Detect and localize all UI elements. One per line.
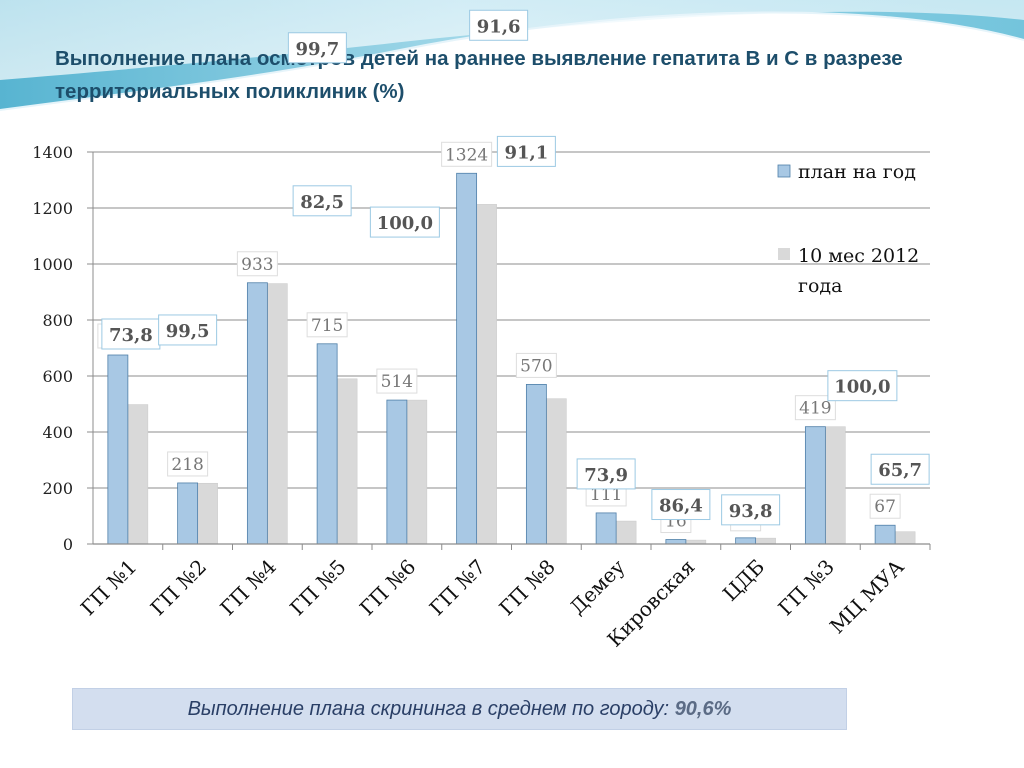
legend-label-fact: 10 мес 2012 года [798,245,919,297]
y-tick-label: 600 [42,367,73,386]
fact-bar [546,398,567,545]
fact-bar [127,404,149,545]
plan-value-box [869,493,901,519]
category-label: ЦДБ [718,555,769,606]
percent-box [870,453,930,485]
plan-value-label: 111 [590,485,622,505]
plan-bar [107,354,129,545]
plan-value-label: 715 [311,316,343,336]
percent-label: 93,8 [729,501,773,522]
category-label: ГП №3 [773,555,839,621]
plan-value-label: 1324 [445,145,488,165]
percent-label: 100,0 [834,377,890,398]
category-label: Демеу [565,554,630,619]
y-tick-label: 1400 [32,143,73,162]
category-label: ГП №6 [355,555,421,621]
fact-bar [615,520,637,545]
plan-value-box [236,251,278,277]
percent-box [158,314,218,346]
fact-bar [755,537,776,545]
legend-swatch-fact [778,248,790,260]
percent-label: 99,7 [295,39,339,60]
bar-layer [107,172,916,545]
grid-layer [93,151,930,489]
plan-value-label: 570 [520,356,552,376]
percent-box [576,458,636,490]
fact-bar [825,426,846,545]
plan-bar [665,539,687,545]
percent-box [496,135,556,167]
y-tick-label: 400 [42,423,73,442]
plan-value-label: 933 [241,255,273,275]
category-label: ГП №4 [215,555,281,621]
legend-label-plan: план на год [798,161,916,183]
category-label: ГП №8 [494,555,560,621]
footer-text: Выполнение плана скрининга в среднем по … [187,697,670,720]
plan-bar [316,343,338,545]
fact-bar [476,204,497,545]
percent-box [827,370,898,402]
slide-title: Выполнение плана осмотров детей на ранне… [55,47,903,103]
plan-value-box [306,312,348,338]
percent-label: 86,4 [659,496,703,517]
percent-box [469,9,529,41]
y-tick-label: 200 [42,479,73,498]
fact-bar [406,399,428,545]
plan-value-box [376,368,418,394]
plan-value-label: 218 [171,455,203,475]
plan-bar [456,172,478,545]
plan-bar [735,537,757,545]
percent-box [369,206,440,238]
footer-summary: Выполнение плана скрининга в среднем по … [72,688,847,730]
plan-value-box [167,451,209,477]
category-label: МЦ МУА [825,555,909,639]
plan-bar [246,282,268,545]
legend-swatch-plan [777,164,791,178]
label-layer: 67573,821899,593399,771582,5514100,01324… [97,9,930,534]
background-wave [0,0,1024,111]
plan-value-box [441,141,493,167]
plan-bar [804,426,826,545]
category-label: ГП №7 [425,555,491,621]
percent-label: 82,5 [300,192,344,213]
plan-bar [874,524,896,545]
plan-bar [386,399,408,545]
footer-value: 90,6% [674,697,732,720]
percent-label: 91,1 [504,142,548,163]
y-tick-label: 0 [63,535,73,554]
category-label: ГП №5 [285,555,351,621]
plan-bar [177,482,199,545]
fact-bar [267,283,288,545]
percent-box [287,32,347,64]
fact-bar [197,482,218,545]
category-label: ГП №1 [76,555,142,621]
plan-value-box [515,352,557,378]
percent-label: 91,6 [477,16,521,37]
percent-box [651,489,711,521]
category-label: ГП №2 [146,555,212,621]
y-tick-label: 1000 [32,255,73,274]
fact-bar [336,378,358,545]
plan-value-label: 514 [381,372,413,392]
percent-label: 65,7 [878,460,922,481]
y-tick-label: 800 [42,311,73,330]
percent-label: 100,0 [377,213,433,234]
legend: план на год 10 мес 2012 года [777,161,919,297]
plan-value-label: 419 [799,399,831,419]
percent-label: 99,5 [166,321,210,342]
y-tick-label: 1200 [32,199,73,218]
plan-bar [525,383,547,545]
percent-box [721,494,781,526]
plan-value-label: 67 [874,497,896,517]
fact-bar [894,531,916,545]
percent-label: 73,8 [109,325,153,346]
percent-label: 73,9 [584,465,628,486]
plan-bar [595,512,617,545]
percent-box [292,185,352,217]
